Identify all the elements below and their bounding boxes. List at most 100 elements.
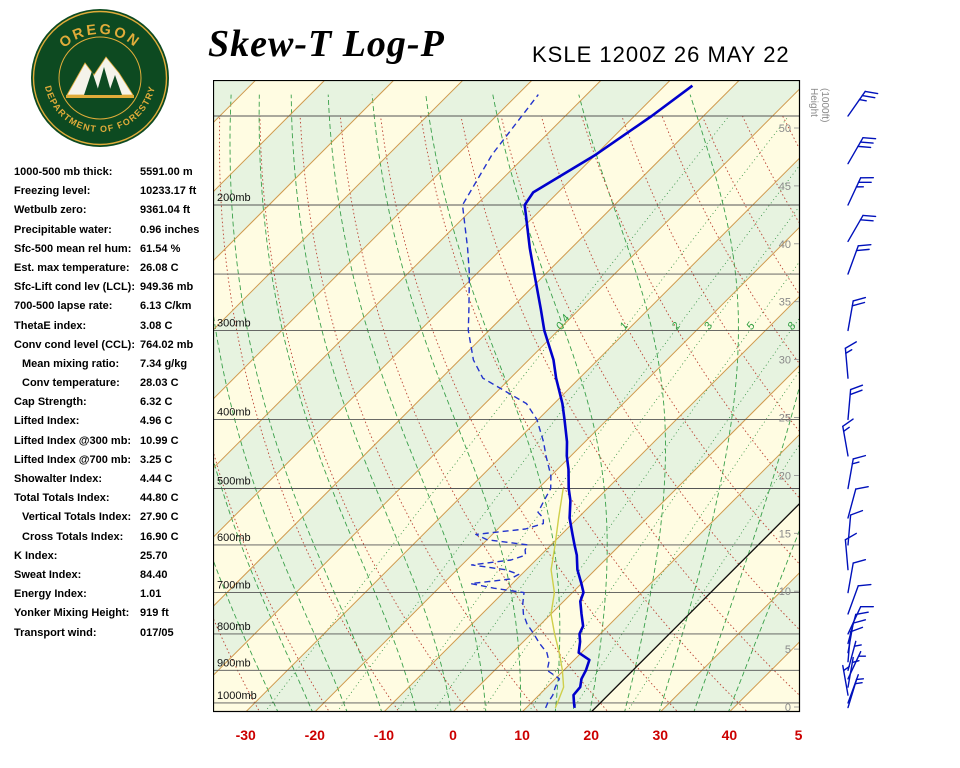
tree-icon <box>108 75 122 95</box>
stat-label: 1000-500 mb thick: <box>14 166 113 178</box>
stat-value: 10233.17 ft <box>140 185 197 198</box>
mixing-ratio-lines <box>264 115 800 712</box>
stat-label: Sfc-500 mean rel hum: <box>14 242 132 255</box>
pressure-label: 700mb <box>217 580 251 592</box>
stat-value: 949.36 mb <box>140 281 194 294</box>
stat-value: 61.54 % <box>140 242 181 255</box>
stat-label: Sfc-Lift cond lev (LCL): <box>14 281 135 294</box>
pressure-label: 800mb <box>217 621 251 633</box>
stat-label: Cap Strength: <box>14 396 87 409</box>
tree-icon <box>84 71 100 95</box>
plot-area <box>213 80 800 712</box>
stat-value: 0.96 inches <box>140 223 200 236</box>
temp-tick-label: 20 <box>583 727 599 743</box>
wetbulb-trace <box>550 488 565 709</box>
temp-tick-label: 0 <box>449 727 457 743</box>
stat-label: Lifted Index @300 mb: <box>14 434 132 447</box>
stat-value: 84.40 <box>140 568 168 581</box>
stat-label: Wetbulb zero: <box>14 204 87 217</box>
stat-label: Conv cond level (CCL): <box>14 338 136 351</box>
stat-row: Cross Totals Index: 16.90 C <box>14 531 212 550</box>
temp-tick-label: 30 <box>653 727 669 743</box>
temp-tick-label: -10 <box>374 727 394 743</box>
stat-value: 1.01 <box>140 588 162 601</box>
stat-label: Total Totals Index: <box>14 492 110 505</box>
stat-row: Wetbulb zero: 9361.04 ft <box>14 204 212 223</box>
height-axis-title: (1000ft) <box>819 88 830 122</box>
pressure-label: 500mb <box>217 476 251 488</box>
stat-value: 4.96 C <box>140 415 173 428</box>
height-tick-label: 40 <box>779 239 791 251</box>
stat-label: Vertical Totals Index: <box>22 511 132 524</box>
stat-row: Freezing level: 10233.17 ft <box>14 185 212 204</box>
pressure-label: 400mb <box>217 406 251 418</box>
reference-line <box>590 502 800 712</box>
stat-row: Sfc-500 mean rel hum: 61.54 % <box>14 243 212 262</box>
stat-row: Transport wind: 017/05 <box>14 627 212 646</box>
stat-value: 25.70 <box>140 549 168 562</box>
wind-barbs <box>842 90 879 709</box>
stat-value: 44.80 C <box>140 492 179 505</box>
stat-value: 26.08 C <box>140 261 179 274</box>
stat-value: 5591.00 m <box>140 166 193 178</box>
temp-tick-label: 40 <box>722 727 738 743</box>
stat-row: Yonker Mixing Height: 919 ft <box>14 607 212 626</box>
temperature-trace <box>523 84 694 709</box>
stat-label: Cross Totals Index: <box>22 530 124 543</box>
height-tick-label: 35 <box>779 297 791 309</box>
stat-value: 10.99 C <box>140 434 179 447</box>
height-tick-label: 15 <box>779 528 791 540</box>
stat-row: K Index: 25.70 <box>14 550 212 569</box>
stat-label: Conv temperature: <box>22 377 120 390</box>
temp-tick-label: 5 <box>795 727 803 743</box>
stat-value: 3.08 C <box>140 319 173 332</box>
background-bands <box>213 80 800 712</box>
height-tick-label: 20 <box>779 470 791 482</box>
skewt-chart: 200mb 300mb 400mb 500mb 600mb 700mb 800mb 900mb… <box>213 80 879 743</box>
stat-value: 7.34 g/kg <box>140 357 188 370</box>
height-tick-label: 30 <box>779 355 791 367</box>
stat-row: Lifted Index: 4.96 C <box>14 415 212 434</box>
pressure-label: 600mb <box>217 532 251 544</box>
temp-tick-label: -30 <box>236 727 256 743</box>
stat-row: Cap Strength: 6.32 C <box>14 396 212 415</box>
stat-row: Showalter Index: 4.44 C <box>14 473 212 492</box>
stat-row: Lifted Index @300 mb: 10.99 C <box>14 435 212 454</box>
odf-logo: OREGON DEPARTMENT OF FORESTRY <box>30 8 170 148</box>
stat-value: 6.32 C <box>140 396 173 409</box>
stat-value: 27.90 C <box>140 511 179 524</box>
stat-row: Energy Index: 1.01 <box>14 588 212 607</box>
stat-row: Sfc-Lift cond lev (LCL): 949.36 mb <box>14 281 212 300</box>
pressure-label: 900mb <box>217 657 251 669</box>
height-tick-label: 50 <box>779 123 791 135</box>
stat-row: ThetaE index: 3.08 C <box>14 320 212 339</box>
stat-label: K Index: <box>14 549 58 562</box>
stat-label: Est. max temperature: <box>14 261 130 274</box>
stat-row: Lifted Index @700 mb: 3.25 C <box>14 454 212 473</box>
height-tick-label: 10 <box>779 586 791 598</box>
stat-value: 28.03 C <box>140 377 179 390</box>
stat-row: 1000-500 mb thick: 5591.00 m <box>14 166 212 185</box>
stat-row: Conv temperature: 28.03 C <box>14 377 212 396</box>
logo-gold-ring-inner <box>58 36 142 120</box>
stat-label: Precipitable water: <box>14 223 112 236</box>
stat-value: 017/05 <box>140 626 174 639</box>
stat-value: 764.02 mb <box>140 338 194 351</box>
stat-value: 16.90 C <box>140 530 179 543</box>
pressure-lines <box>213 115 800 704</box>
stat-label: Yonker Mixing Height: <box>14 607 130 620</box>
stat-value: 6.13 C/km <box>140 300 192 313</box>
stat-value: 4.44 C <box>140 473 173 485</box>
stats-panel: 1000-500 mb thick: 5591.00 m Freezing leve… <box>14 166 212 646</box>
logo-gold-ring-outer <box>32 10 168 146</box>
stat-value: 3.25 C <box>140 453 173 466</box>
dewpoint-trace <box>461 94 561 709</box>
stat-label: Lifted Index: <box>14 415 80 428</box>
stat-label: Energy Index: <box>14 588 87 601</box>
stat-label: ThetaE index: <box>14 319 87 332</box>
tree-icon <box>96 67 112 95</box>
sounding-station-time: KSLE 1200Z 26 MAY 22 <box>532 42 790 67</box>
pressure-label: 1000mb <box>217 690 257 702</box>
